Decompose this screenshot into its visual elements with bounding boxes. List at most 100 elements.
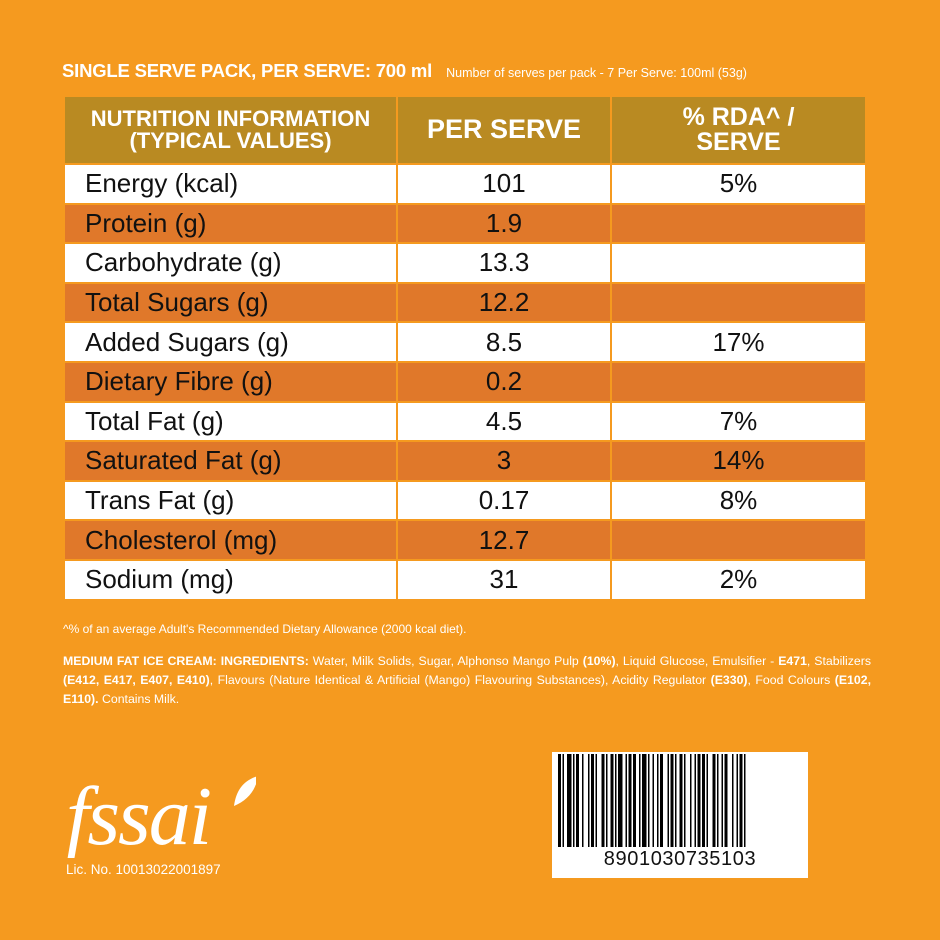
ingredients-text: , Food Colours <box>747 673 835 687</box>
ingredients-title: MEDIUM FAT ICE CREAM: INGREDIENTS: <box>63 654 309 668</box>
table-row: Total Fat (g) 4.5 7% <box>63 400 867 443</box>
barcode-bar <box>657 754 659 847</box>
nutrient-name: Carbohydrate (g) <box>63 242 398 284</box>
barcode-bar <box>739 754 743 847</box>
barcode-bar <box>717 754 719 847</box>
rda-value <box>610 281 867 324</box>
barcode-bar <box>724 754 728 847</box>
barcode-bars <box>558 754 746 847</box>
barcode-bar <box>558 754 561 847</box>
nutrient-name: Energy (kcal) <box>63 163 398 205</box>
serve-title: SINGLE SERVE PACK, PER SERVE: 700 ml <box>62 60 433 81</box>
ingredients-text: Contains Milk. <box>98 692 180 706</box>
per-serve-value: 13.3 <box>396 242 612 284</box>
nutrient-name: Saturated Fat (g) <box>63 440 398 482</box>
barcode-bar <box>675 754 677 847</box>
rda-footnote: ^% of an average Adult's Recommended Die… <box>63 622 467 636</box>
per-serve-value: 12.2 <box>396 281 612 324</box>
nutrient-name: Cholesterol (mg) <box>63 519 398 561</box>
table-row: Protein (g) 1.9 <box>63 202 867 245</box>
barcode-bar <box>606 754 608 847</box>
rda-value: 8% <box>610 479 867 522</box>
table-row: Added Sugars (g) 8.5 17% <box>63 321 867 363</box>
barcode-bar <box>615 754 617 847</box>
ingredients-bold: (E330) <box>710 673 748 687</box>
per-serve-value: 4.5 <box>396 400 612 443</box>
nutrient-name: Total Sugars (g) <box>63 281 398 324</box>
nutrient-name: Protein (g) <box>63 202 398 245</box>
table-row: Energy (kcal) 101 5% <box>63 163 867 205</box>
rda-value: 7% <box>610 400 867 443</box>
barcode-bar <box>697 754 701 847</box>
per-serve-value: 101 <box>396 163 612 205</box>
per-serve-value: 0.17 <box>396 479 612 522</box>
barcode-bar <box>642 754 647 847</box>
header-nutrition-line1: NUTRITION INFORMATION <box>90 105 371 131</box>
per-serve-value: 3 <box>396 440 612 482</box>
table-row: Trans Fat (g) 0.17 8% <box>63 479 867 522</box>
fssai-logo: fssai <box>66 772 256 858</box>
header-nutrition-line2: (TYPICAL VALUES) <box>129 128 332 153</box>
barcode-bar <box>660 754 663 847</box>
barcode-bar <box>633 754 636 847</box>
barcode-bar <box>576 754 579 847</box>
ingredients-text: , Flavours (Nature Identical & Artificia… <box>209 673 711 687</box>
fssai-logo-text: fssai <box>66 772 210 858</box>
rda-value: 14% <box>610 440 867 482</box>
barcode-bar <box>610 754 614 847</box>
barcode-bar <box>702 754 705 847</box>
table-row: Total Sugars (g) 12.2 <box>63 281 867 324</box>
rda-value <box>610 519 867 561</box>
barcode-bar <box>652 754 654 847</box>
ingredients-text: , Stabilizers <box>806 654 872 668</box>
barcode-bar <box>721 754 723 847</box>
barcode-bar <box>582 754 584 847</box>
barcode-bar <box>736 754 738 847</box>
rda-value <box>610 242 867 284</box>
per-serve-value: 1.9 <box>396 202 612 245</box>
nutrient-name: Sodium (mg) <box>63 558 398 601</box>
barcode-bar <box>588 754 590 847</box>
per-serve-value: 0.2 <box>396 360 612 403</box>
table-row: Carbohydrate (g) 13.3 <box>63 242 867 284</box>
rda-value: 5% <box>610 163 867 205</box>
table-row: Dietary Fibre (g) 0.2 <box>63 360 867 403</box>
nutrient-name: Dietary Fibre (g) <box>63 360 398 403</box>
ingredients-bold: (E412, E417, E407, E410) <box>63 673 210 687</box>
per-serve-value: 12.7 <box>396 519 612 561</box>
leaf-icon <box>234 776 256 806</box>
barcode-bar <box>628 754 632 847</box>
rda-value: 2% <box>610 558 867 601</box>
barcode-bar <box>744 754 746 847</box>
barcode-bar <box>684 754 686 847</box>
barcode-bar <box>694 754 696 847</box>
barcode-bar <box>667 754 669 847</box>
nutrient-name: Trans Fat (g) <box>63 479 398 522</box>
ingredients-paragraph: MEDIUM FAT ICE CREAM: INGREDIENTS: Water… <box>63 652 871 709</box>
serve-note: Number of serves per pack - 7 Per Serve:… <box>446 66 747 80</box>
ingredients-text: Water, Milk Solids, Sugar, Alphonso Mang… <box>308 654 583 668</box>
header-nutrition-information: NUTRITION INFORMATION (TYPICAL VALUES) <box>63 95 398 165</box>
barcode-bar <box>618 754 623 847</box>
per-serve-value: 8.5 <box>396 321 612 363</box>
ingredients-bold: (10%) <box>582 654 616 668</box>
rda-value: 17% <box>610 321 867 363</box>
table-row: Sodium (mg) 31 2% <box>63 558 867 601</box>
per-serve-value: 31 <box>396 558 612 601</box>
nutrient-name: Total Fat (g) <box>63 400 398 443</box>
header-rda: % RDA^ / SERVE <box>610 95 867 165</box>
barcode-bar <box>562 754 564 847</box>
nutrient-name: Added Sugars (g) <box>63 321 398 363</box>
barcode-bar <box>573 754 575 847</box>
barcode-bar <box>648 754 650 847</box>
table-header-row: NUTRITION INFORMATION (TYPICAL VALUES) P… <box>63 95 867 165</box>
barcode-bar <box>679 754 683 847</box>
header-rda-line2: SERVE <box>696 128 781 156</box>
serve-header: SINGLE SERVE PACK, PER SERVE: 700 ml Num… <box>62 60 882 90</box>
barcode-bar <box>690 754 692 847</box>
barcode-bar <box>639 754 641 847</box>
barcode: 8901030735103 <box>552 752 808 878</box>
ingredients-bold: E471 <box>778 654 807 668</box>
barcode-bar <box>567 754 572 847</box>
barcode-bar <box>601 754 605 847</box>
